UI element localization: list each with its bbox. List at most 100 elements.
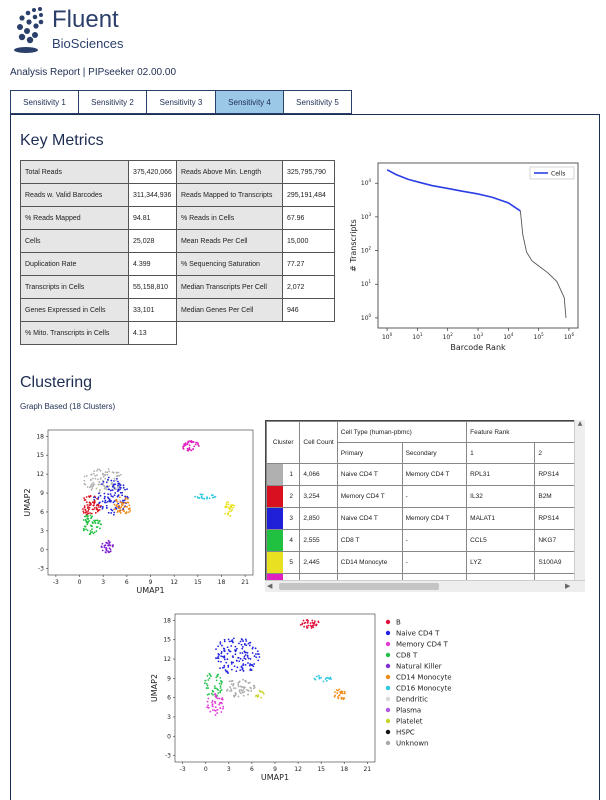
cluster-color-swatch: 2: [266, 485, 301, 508]
cell-point: [207, 706, 210, 709]
cell-point: [255, 694, 258, 697]
table-row[interactable]: 1 4,066 Naive CD4 T Memory CD4 T RPL31 RPS14: [266, 463, 584, 486]
chart-background: [348, 155, 583, 350]
legend-label: CD14 Monocyte: [396, 674, 452, 682]
key-metrics-heading: Key Metrics: [20, 132, 104, 149]
cell-point: [115, 479, 117, 482]
cell-point: [258, 656, 261, 658]
cell-point: [208, 677, 211, 680]
y-tick-label: 12: [36, 471, 44, 478]
cell-point: [337, 697, 340, 700]
legend-swatch: [385, 641, 391, 647]
cell-point: [343, 690, 346, 693]
tab-sensitivity-2[interactable]: Sensitivity 2: [78, 90, 146, 114]
cell-point: [102, 475, 105, 478]
cell-point: [92, 472, 95, 475]
cell-point: [190, 441, 193, 444]
table-row[interactable]: 4 2,555 CD8 T - CCL5 NKG7: [266, 529, 584, 552]
cell-point: [229, 690, 231, 692]
cell-point: [343, 692, 346, 695]
cell-point: [86, 529, 89, 532]
cell-point: [124, 501, 127, 504]
x-tick-label: -3: [53, 579, 59, 586]
metric-value: 77.27: [281, 252, 335, 276]
cell-point: [99, 494, 102, 497]
cell-point: [221, 702, 223, 705]
cluster-table-horizontal-scrollbar[interactable]: ◀ ▶: [265, 580, 585, 592]
cell-point: [241, 690, 244, 692]
cell-point: [99, 470, 102, 472]
legend-label: Dendritic: [396, 696, 428, 704]
tab-sensitivity-1[interactable]: Sensitivity 1: [10, 90, 78, 114]
cell-point: [227, 672, 229, 675]
x-tick-label: 3: [227, 766, 231, 773]
cell-point: [108, 547, 111, 550]
cell-point: [110, 495, 113, 497]
tab-sensitivity-5[interactable]: Sensitivity 5: [283, 90, 352, 114]
sensitivity-tabs: Sensitivity 1 Sensitivity 2 Sensitivity …: [10, 90, 352, 114]
cell-point: [93, 470, 96, 473]
x-tick-label: 102: [443, 332, 454, 341]
cell-point: [219, 701, 221, 704]
cell-point: [231, 508, 234, 511]
metric-value: 295,191,484: [281, 183, 335, 207]
cell-point: [342, 692, 344, 695]
cell-point: [108, 488, 111, 491]
cell-point: [116, 505, 119, 508]
cell-point: [115, 507, 118, 510]
cell-point: [182, 445, 185, 448]
legend-label: Unknown: [396, 740, 429, 748]
cell-point: [85, 528, 88, 531]
cell-point: [241, 646, 244, 648]
scroll-up-icon[interactable]: ▲: [577, 420, 583, 427]
cell-point: [222, 705, 225, 708]
table-row[interactable]: 3 2,850 Naive CD4 T Memory CD4 T MALAT1 RPS14: [266, 507, 584, 530]
secondary-type: -: [401, 485, 468, 508]
cell-point: [231, 680, 233, 683]
cell-point: [126, 495, 129, 498]
cell-point: [229, 686, 231, 688]
cell-point: [227, 664, 230, 667]
cell-point: [117, 489, 120, 491]
cell-point: [248, 681, 251, 684]
cell-point: [203, 497, 206, 500]
umap-clusters-plot: -3 0 3 6 9 12 15 18 21 -3 0 3 6 9 12 15 18 UMAP1 UMAP2: [23, 429, 254, 595]
y-tick-label: 9: [167, 675, 171, 682]
table-row[interactable]: 5 2,445 CD14 Monocyte - LYZ S100A9: [266, 551, 584, 574]
cell-point: [226, 652, 229, 655]
cell-point: [125, 496, 128, 499]
scroll-left-icon[interactable]: ◀: [267, 582, 273, 590]
cell-point: [126, 501, 129, 504]
cell-point: [104, 471, 107, 473]
scroll-thumb[interactable]: [279, 583, 439, 590]
tab-sensitivity-4[interactable]: Sensitivity 4: [215, 90, 283, 114]
cell-point: [218, 697, 221, 700]
cell-point: [234, 687, 237, 690]
x-tick-label: 104: [503, 332, 514, 341]
x-axis-label: UMAP1: [261, 773, 289, 782]
cluster-table-vertical-scrollbar[interactable]: ▲: [574, 420, 585, 580]
cell-point: [103, 474, 106, 476]
y-tick-label: -3: [38, 566, 44, 573]
cell-point: [103, 492, 106, 495]
cell-point: [222, 707, 224, 710]
y-tick-label: 104: [361, 178, 372, 187]
cell-point: [232, 506, 235, 509]
cell-point: [89, 530, 92, 532]
cell-point: [214, 693, 216, 696]
cell-point: [83, 505, 86, 507]
cell-point: [110, 512, 113, 514]
cell-point: [230, 640, 233, 642]
scroll-right-icon[interactable]: ▶: [565, 582, 571, 590]
cell-point: [247, 642, 250, 645]
cell-point: [324, 678, 327, 680]
cell-point: [85, 515, 87, 518]
x-tick-label: 6: [125, 579, 129, 586]
legend-label: Platelet: [396, 718, 423, 726]
cell-point: [105, 488, 108, 491]
cell-point: [242, 694, 245, 697]
tab-sensitivity-3[interactable]: Sensitivity 3: [146, 90, 215, 114]
cell-point: [100, 504, 102, 507]
table-row[interactable]: 2 3,254 Memory CD4 T - IL32 B2M: [266, 485, 584, 508]
cell-point: [217, 660, 220, 663]
